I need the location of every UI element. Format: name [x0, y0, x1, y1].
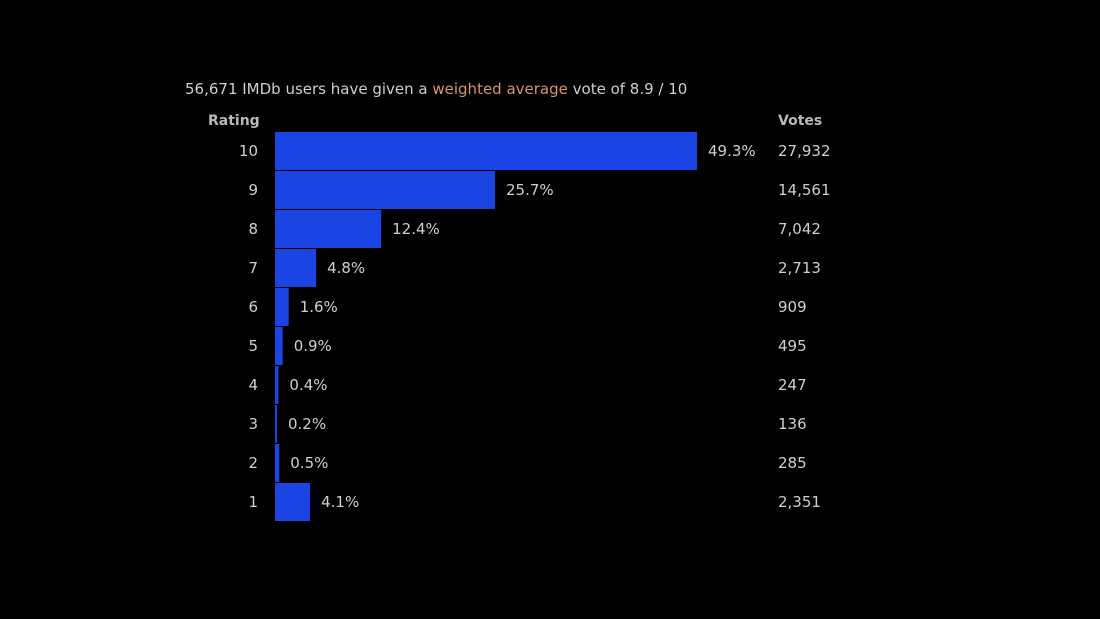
- rating-bar-5: [275, 327, 283, 365]
- rating-bar-1: [275, 483, 311, 521]
- votes-count-3: 136: [778, 415, 807, 433]
- votes-count-8: 7,042: [778, 220, 821, 238]
- rating-label-2: 2: [248, 454, 258, 472]
- votes-count-10: 27,932: [778, 142, 831, 160]
- percent-label-3: 0.2%: [288, 415, 326, 433]
- votes-column-header: Votes: [778, 113, 823, 129]
- rating-label-3: 3: [248, 415, 258, 433]
- rating-summary: 56,671 IMDb users have given a weighted …: [185, 80, 687, 98]
- percent-label-4: 0.4%: [289, 376, 327, 394]
- percent-label-10: 49.3%: [708, 142, 756, 160]
- rating-bar-7: [275, 249, 317, 287]
- rating-bar-2: [275, 444, 280, 482]
- votes-count-2: 285: [778, 454, 807, 472]
- summary-suffix: vote of 8.9 / 10: [567, 80, 688, 98]
- votes-count-7: 2,713: [778, 259, 821, 277]
- rating-bar-10: [275, 132, 697, 170]
- rating-label-9: 9: [248, 181, 258, 199]
- percent-label-9: 25.7%: [506, 181, 554, 199]
- votes-count-1: 2,351: [778, 493, 821, 511]
- weighted-average-link[interactable]: weighted average: [432, 80, 568, 98]
- rating-bar-8: [275, 210, 382, 248]
- rating-bar-6: [275, 288, 289, 326]
- rating-label-10: 10: [239, 142, 258, 160]
- summary-prefix: 56,671 IMDb users have given a: [185, 80, 433, 98]
- rating-label-1: 1: [248, 493, 258, 511]
- votes-count-6: 909: [778, 298, 807, 316]
- rating-label-5: 5: [248, 337, 258, 355]
- percent-label-1: 4.1%: [321, 493, 359, 511]
- rating-label-7: 7: [248, 259, 258, 277]
- votes-count-4: 247: [778, 376, 807, 394]
- percent-label-6: 1.6%: [300, 298, 338, 316]
- rating-bar-4: [275, 366, 279, 404]
- percent-label-5: 0.9%: [294, 337, 332, 355]
- votes-count-9: 14,561: [778, 181, 831, 199]
- rating-label-6: 6: [248, 298, 258, 316]
- votes-count-5: 495: [778, 337, 807, 355]
- rating-label-4: 4: [248, 376, 258, 394]
- percent-label-2: 0.5%: [290, 454, 328, 472]
- percent-label-7: 4.8%: [327, 259, 365, 277]
- rating-bar-9: [275, 171, 495, 209]
- rating-column-header: Rating: [208, 113, 260, 129]
- rating-bar-3: [275, 405, 277, 443]
- percent-label-8: 12.4%: [392, 220, 440, 238]
- rating-label-8: 8: [248, 220, 258, 238]
